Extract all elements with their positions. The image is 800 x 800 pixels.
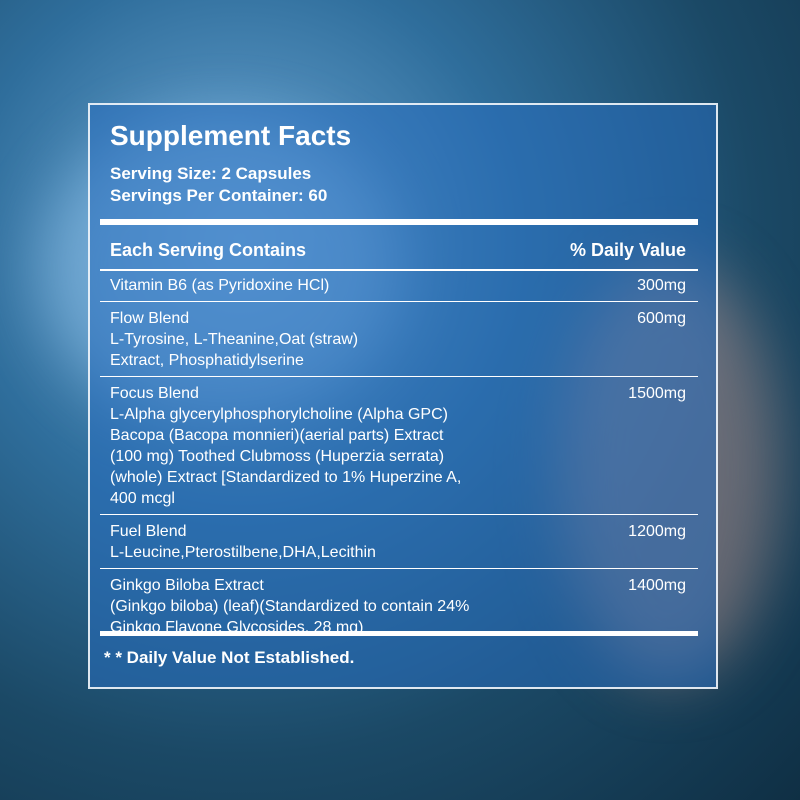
ingredient-detail: (Ginkgo biloba) (leaf)(Standardized to c… — [110, 598, 470, 615]
ingredient-detail: (whole) Extract [Standardized to 1% Hupe… — [110, 469, 462, 486]
amount: 600mg — [637, 310, 686, 327]
ingredient-name: Ginkgo Biloba Extract — [110, 577, 264, 594]
title: Supplement Facts — [110, 120, 352, 151]
ingredient-detail: L-Leucine,Pterostilbene,DHA,Lecithin — [110, 544, 376, 561]
amount: 300mg — [637, 277, 686, 294]
ingredient-detail: 400 mcgl — [110, 490, 175, 507]
amount: 1400mg — [628, 577, 686, 594]
footnote: * * Daily Value Not Established. — [104, 648, 355, 667]
ingredient-name: Vitamin B6 (as Pyridoxine HCl) — [110, 277, 330, 294]
servings-per-container: Servings Per Container: 60 — [110, 186, 328, 205]
serving-size: Serving Size: 2 Capsules — [110, 164, 312, 183]
thick-rule — [100, 631, 698, 636]
amount: 1200mg — [628, 523, 686, 540]
rule — [100, 514, 698, 515]
ingredient-name: Focus Blend — [110, 385, 199, 402]
ingredient-detail: Bacopa (Bacopa monnieri)(aerial parts) E… — [110, 427, 444, 444]
rule — [100, 301, 698, 302]
rule — [100, 269, 698, 271]
rule — [100, 568, 698, 569]
thick-rule — [100, 219, 698, 225]
column-header: % Daily Value — [569, 240, 686, 260]
amount: 1500mg — [628, 385, 686, 402]
column-header: Each Serving Contains — [110, 240, 307, 260]
rule — [100, 376, 698, 377]
ingredient-detail: (100 mg) Toothed Clubmoss (Huperzia serr… — [110, 448, 445, 465]
facts-panel — [88, 103, 718, 689]
ingredient-detail: Extract, Phosphatidylserine — [110, 352, 304, 369]
ingredient-name: Flow Blend — [110, 310, 190, 327]
ingredient-detail: Ginkgo Flavone Glycosides, 28 mg) — [110, 619, 364, 636]
ingredient-detail: L-Tyrosine, L-Theanine,Oat (straw) — [110, 331, 359, 348]
ingredient-detail: L-Alpha glycerylphosphorylcholine (Alpha… — [110, 406, 448, 423]
ingredient-name: Fuel Blend — [110, 523, 187, 540]
